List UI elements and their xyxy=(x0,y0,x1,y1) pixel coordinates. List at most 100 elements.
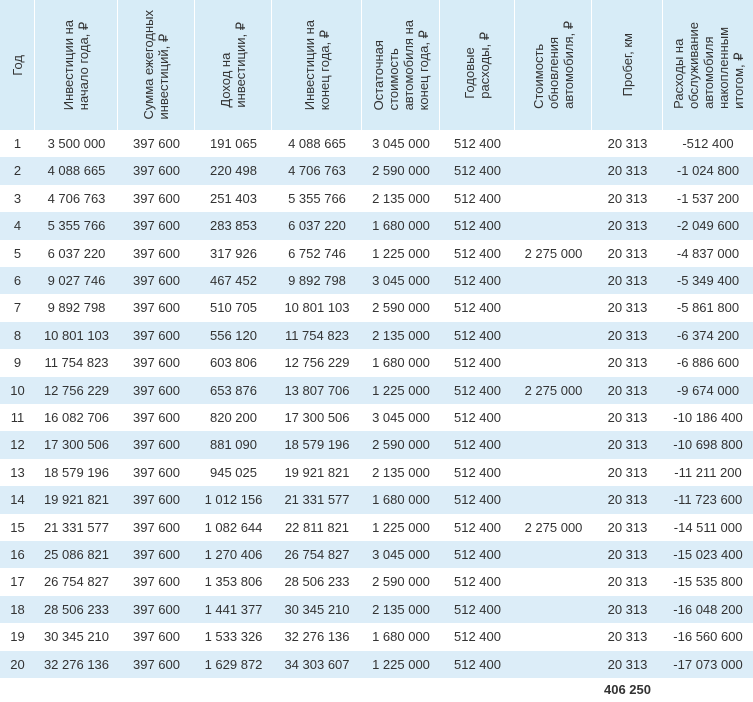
header-line: Пробег, км xyxy=(619,33,635,97)
cell: 2 135 000 xyxy=(372,601,430,617)
cell: 5 355 766 xyxy=(288,190,346,206)
cell: -15 023 400 xyxy=(673,547,743,562)
cell: -17 073 000 xyxy=(673,656,743,672)
cell: 1 012 156 xyxy=(204,492,263,508)
column-header: Сумма ежегодных инвестиций, ₽ xyxy=(118,0,194,130)
cell: 6 xyxy=(13,273,22,288)
cell: 18 579 196 xyxy=(43,464,110,480)
cell: -11 211 200 xyxy=(674,464,742,480)
cell: 16 082 706 xyxy=(43,410,110,425)
column-header: Годовые расходы, ₽ xyxy=(440,0,514,130)
cell: 512 400 xyxy=(454,492,501,508)
cell: 1 533 326 xyxy=(204,629,263,645)
cell: 17 300 506 xyxy=(284,410,350,425)
cell: -5 349 400 xyxy=(676,273,740,288)
cell: 10 xyxy=(10,382,25,398)
cell: 2 xyxy=(13,163,22,179)
cell: 1 680 000 xyxy=(372,218,430,234)
cell: 1 xyxy=(13,136,22,151)
cell: 397 600 xyxy=(133,601,180,617)
cell: 512 400 xyxy=(454,410,501,425)
cell: 19 921 821 xyxy=(284,464,350,480)
cell: 510 705 xyxy=(210,300,257,316)
header-line: Остаточная xyxy=(370,39,386,111)
table-row: 4 5 355 766 397 600 283 853 6 037 220 1 680 0… xyxy=(0,212,753,240)
header-line: Инвестиции на xyxy=(61,19,76,111)
cell: 20 313 xyxy=(607,437,648,453)
cell: -1 024 800 xyxy=(676,163,740,179)
header-line: конец года, ₽ xyxy=(415,29,431,111)
cell: 397 600 xyxy=(133,218,180,234)
cell: 512 400 xyxy=(454,300,501,316)
cell: -6 886 600 xyxy=(676,355,740,371)
cell: 4 706 763 xyxy=(288,163,346,179)
table-row: 1 3 500 000 397 600 191 065 4 088 665 3 045 0… xyxy=(0,130,753,157)
header-line: Инвестиции на xyxy=(301,19,317,111)
cell: 18 xyxy=(10,601,25,617)
header-line: конец года, ₽ xyxy=(316,29,332,111)
cell: 317 926 xyxy=(210,245,257,261)
cell: 1 270 406 xyxy=(204,547,263,562)
cell: -5 861 800 xyxy=(676,300,740,316)
cell: 512 400 xyxy=(454,218,501,234)
table-row: 5 6 037 220 397 600 317 926 6 752 746 1 225 0… xyxy=(0,240,753,267)
cell: 397 600 xyxy=(133,190,180,206)
cell: 2 590 000 xyxy=(372,437,430,453)
cell: 30 345 210 xyxy=(43,629,110,645)
table-row: 13 18 579 196 397 600 945 025 19 921 821 2 13… xyxy=(0,459,753,486)
cell: 1 225 000 xyxy=(372,656,430,672)
table-row: 15 21 331 577 397 600 1 082 644 22 811 821 1 … xyxy=(0,514,753,541)
header-text: Расходы на обслуживание автомобиля накоплен… xyxy=(671,22,746,109)
column-header: Стоимость обновления автомобиля, ₽ xyxy=(515,0,591,130)
cell: 20 313 xyxy=(607,218,648,234)
cell: -16 560 600 xyxy=(673,629,743,645)
cell: 397 600 xyxy=(133,492,180,508)
cell: 26 754 827 xyxy=(43,574,110,590)
header-line: Расходы на xyxy=(670,38,686,109)
cell: 32 276 136 xyxy=(284,629,350,645)
cell: 9 892 798 xyxy=(288,273,346,288)
cell: 2 590 000 xyxy=(372,163,430,179)
cell: 512 400 xyxy=(454,190,501,206)
cell: 397 600 xyxy=(133,656,180,672)
cell: 8 xyxy=(13,327,22,343)
table-row: 2 4 088 665 397 600 220 498 4 706 763 2 590 0… xyxy=(0,157,753,185)
table-row: 11 16 082 706 397 600 820 200 17 300 506 3 04… xyxy=(0,404,753,431)
cell: 556 120 xyxy=(210,327,257,343)
column-header: Инвестиции на начало года, ₽ xyxy=(35,0,117,130)
cell: 13 807 706 xyxy=(284,382,350,398)
cell: -4 837 000 xyxy=(676,245,740,261)
cell: 4 088 665 xyxy=(47,163,106,179)
cell: 512 400 xyxy=(454,464,501,480)
cell: 20 313 xyxy=(607,519,648,535)
cell: 20 313 xyxy=(607,300,648,316)
cell: 20 313 xyxy=(607,601,648,617)
header-line: автомобиля xyxy=(700,36,716,109)
cell: 2 135 000 xyxy=(372,327,430,343)
cell: 945 025 xyxy=(210,464,257,480)
cell: -9 674 000 xyxy=(676,382,740,398)
cell: 20 xyxy=(10,656,25,672)
cell: 1 225 000 xyxy=(372,382,430,398)
cell: 3 045 000 xyxy=(372,273,430,288)
header-line: Стоимость xyxy=(530,43,546,109)
cell: 20 313 xyxy=(607,492,648,508)
cell: -14 511 000 xyxy=(673,519,743,535)
cell: 5 355 766 xyxy=(47,218,106,234)
cell: 18 579 196 xyxy=(284,437,350,453)
cell: 397 600 xyxy=(133,136,180,151)
cell: -10 698 800 xyxy=(673,437,743,453)
cell: 6 037 220 xyxy=(288,218,346,234)
cell: 20 313 xyxy=(607,464,648,480)
cell: 512 400 xyxy=(454,547,501,562)
cell: 17 xyxy=(10,574,25,590)
column-header: Остаточная стоимость автомобиля на конец го… xyxy=(362,0,439,130)
cell: 512 400 xyxy=(454,519,501,535)
cell: 12 756 229 xyxy=(43,382,110,398)
column-header: Расходы на обслуживание автомобиля накоплен… xyxy=(663,0,753,130)
cell: 17 300 506 xyxy=(43,437,110,453)
cell: 3 045 000 xyxy=(372,547,430,562)
cell: 3 xyxy=(13,190,22,206)
header-text: Доход на инвестиции, ₽ xyxy=(218,22,248,108)
cell: 1 680 000 xyxy=(372,355,430,371)
